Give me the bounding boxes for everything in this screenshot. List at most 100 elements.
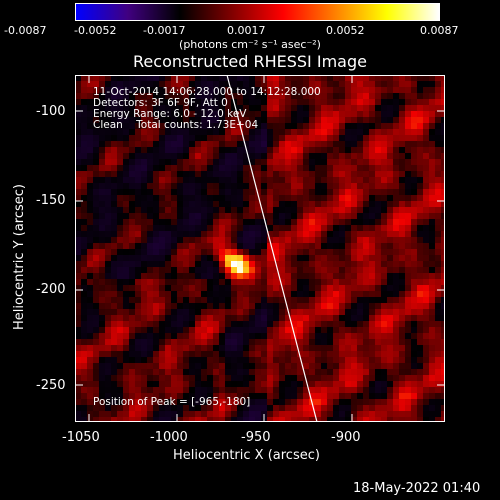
image-pixel [351,255,357,261]
image-pixel [243,387,249,393]
image-pixel [87,273,93,279]
image-pixel [441,87,445,93]
image-pixel [135,147,141,153]
image-pixel [285,387,291,393]
image-pixel [417,135,423,141]
image-pixel [435,207,441,213]
image-pixel [417,321,423,327]
image-pixel [423,183,429,189]
image-pixel [135,387,141,393]
image-pixel [249,381,255,387]
image-pixel [429,273,435,279]
image-pixel [147,243,153,249]
image-pixel [417,297,423,303]
image-pixel [435,399,441,405]
image-pixel [243,153,249,159]
image-pixel [165,207,171,213]
image-pixel [441,189,445,195]
image-pixel [207,123,213,129]
image-pixel [183,153,189,159]
image-pixel [339,369,345,375]
image-pixel [309,279,315,285]
image-pixel [411,195,417,201]
image-pixel [189,417,195,422]
image-pixel [147,297,153,303]
image-pixel [165,189,171,195]
image-pixel [75,93,81,99]
image-pixel [417,417,423,422]
image-pixel [399,363,405,369]
image-pixel [249,189,255,195]
image-pixel [291,135,297,141]
image-pixel [423,201,429,207]
image-pixel [213,261,219,267]
image-pixel [387,117,393,123]
image-pixel [231,297,237,303]
image-pixel [159,405,165,411]
image-pixel [435,315,441,321]
image-pixel [393,135,399,141]
image-pixel [387,351,393,357]
image-pixel [183,93,189,99]
image-pixel [123,171,129,177]
image-pixel [375,141,381,147]
image-pixel [171,201,177,207]
image-pixel [165,381,171,387]
image-pixel [261,357,267,363]
image-pixel [303,123,309,129]
image-pixel [135,195,141,201]
image-pixel [237,129,243,135]
image-pixel [411,291,417,297]
image-pixel [195,327,201,333]
image-pixel [411,183,417,189]
image-pixel [429,231,435,237]
image-pixel [141,129,147,135]
image-pixel [327,195,333,201]
image-pixel [369,417,375,422]
image-pixel [177,369,183,375]
image-pixel [297,105,303,111]
image-pixel [405,177,411,183]
image-pixel [297,213,303,219]
image-pixel [345,339,351,345]
image-pixel [297,243,303,249]
image-pixel [309,405,315,411]
image-pixel [147,87,153,93]
image-pixel [195,201,201,207]
image-pixel [153,213,159,219]
image-pixel [405,381,411,387]
image-pixel [279,237,285,243]
image-pixel [363,153,369,159]
image-pixel [87,129,93,135]
image-pixel [237,393,243,399]
image-pixel [333,345,339,351]
image-pixel [249,117,255,123]
image-pixel [393,105,399,111]
image-pixel [135,411,141,417]
image-pixel [315,255,321,261]
image-pixel [267,207,273,213]
image-pixel [327,189,333,195]
image-pixel [435,93,441,99]
image-pixel [165,225,171,231]
timestamp: 18-May-2022 01:40 [353,481,481,496]
image-pixel [399,369,405,375]
image-pixel [279,201,285,207]
image-pixel [279,375,285,381]
image-pixel [93,315,99,321]
image-pixel [345,135,351,141]
image-pixel [207,321,213,327]
image-pixel [225,381,231,387]
image-pixel [195,195,201,201]
image-pixel [357,75,363,81]
image-pixel [93,405,99,411]
image-pixel [117,213,123,219]
image-pixel [255,249,261,255]
image-pixel [195,87,201,93]
image-pixel [399,297,405,303]
image-pixel [207,117,213,123]
image-pixel [381,117,387,123]
image-pixel [393,387,399,393]
image-pixel [405,165,411,171]
image-pixel [417,285,423,291]
